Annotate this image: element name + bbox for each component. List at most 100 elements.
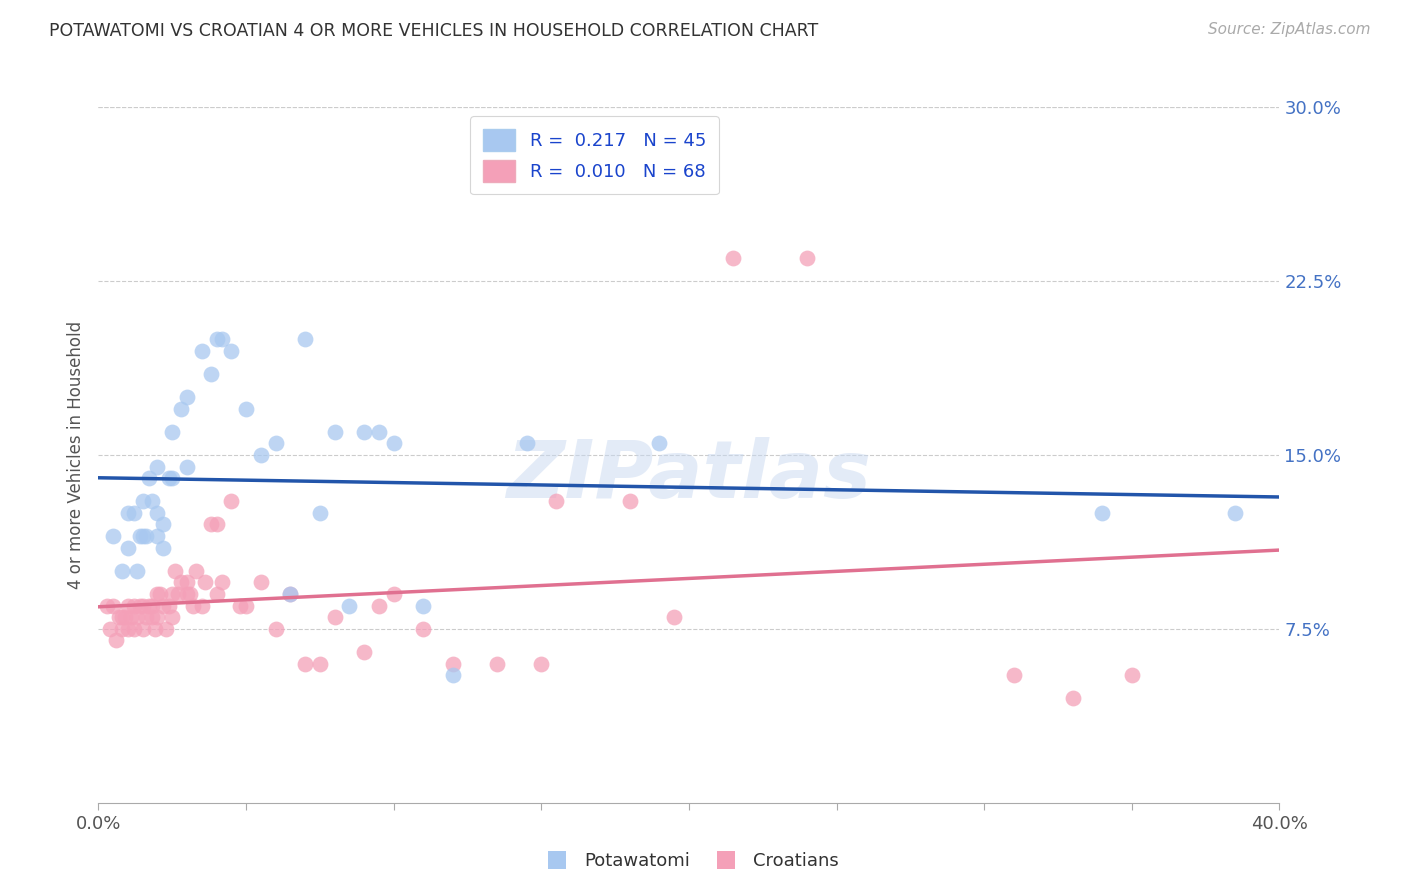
Point <box>382 436 405 450</box>
Point <box>132 529 155 543</box>
Point <box>149 587 172 601</box>
Point <box>382 587 405 601</box>
Point <box>278 587 302 601</box>
Point <box>264 622 287 636</box>
Text: ZIPatlas: ZIPatlas <box>506 437 872 515</box>
Point <box>515 436 537 450</box>
Point <box>176 575 198 590</box>
Point <box>309 506 332 520</box>
Point <box>125 564 148 578</box>
Point <box>546 494 568 508</box>
Point <box>179 587 201 601</box>
Point <box>278 587 302 601</box>
Point <box>141 494 163 508</box>
Point <box>146 459 169 474</box>
Point <box>122 622 145 636</box>
Point <box>191 343 214 358</box>
Point <box>117 506 139 520</box>
Point <box>353 425 375 439</box>
Point <box>264 436 287 450</box>
Point <box>250 575 273 590</box>
Point <box>294 657 316 671</box>
Point <box>205 587 228 601</box>
Point <box>157 599 180 613</box>
Point <box>648 436 671 450</box>
Point <box>141 599 163 613</box>
Point <box>1091 506 1114 520</box>
Point <box>368 599 391 613</box>
Text: POTAWATOMI VS CROATIAN 4 OR MORE VEHICLES IN HOUSEHOLD CORRELATION CHART: POTAWATOMI VS CROATIAN 4 OR MORE VEHICLE… <box>49 22 818 40</box>
Point <box>105 633 128 648</box>
Point <box>146 610 169 624</box>
Y-axis label: 4 or more Vehicles in Household: 4 or more Vehicles in Household <box>66 321 84 589</box>
Point <box>219 343 242 358</box>
Point <box>486 657 509 671</box>
Point <box>120 610 142 624</box>
Point <box>250 448 273 462</box>
Point <box>114 610 136 624</box>
Point <box>441 668 464 682</box>
Point <box>138 599 160 613</box>
Point <box>176 390 198 404</box>
Point <box>135 610 157 624</box>
Point <box>103 599 125 613</box>
Point <box>165 564 187 578</box>
Point <box>96 599 118 613</box>
Point <box>339 599 360 613</box>
Point <box>135 529 157 543</box>
Point <box>184 564 207 578</box>
Point <box>167 587 190 601</box>
Point <box>723 251 745 265</box>
Point <box>162 425 183 439</box>
Point <box>162 587 183 601</box>
Point <box>530 657 553 671</box>
Point <box>146 529 169 543</box>
Point <box>143 622 166 636</box>
Point <box>108 610 131 624</box>
Point <box>152 599 174 613</box>
Point <box>117 541 139 555</box>
Point <box>132 599 155 613</box>
Point <box>412 622 434 636</box>
Point <box>128 599 150 613</box>
Point <box>211 332 233 346</box>
Point <box>132 622 155 636</box>
Point <box>1002 668 1025 682</box>
Point <box>1223 506 1246 520</box>
Text: Source: ZipAtlas.com: Source: ZipAtlas.com <box>1208 22 1371 37</box>
Point <box>219 494 242 508</box>
Point <box>412 599 434 613</box>
Point <box>1121 668 1143 682</box>
Point <box>170 575 193 590</box>
Legend: Potawatomi, Croatians: Potawatomi, Croatians <box>531 845 846 877</box>
Point <box>155 622 177 636</box>
Point <box>1062 691 1084 706</box>
Point <box>176 587 198 601</box>
Point <box>157 471 180 485</box>
Point <box>141 610 163 624</box>
Point <box>117 599 139 613</box>
Point <box>211 575 233 590</box>
Point <box>353 645 375 659</box>
Point <box>200 517 222 532</box>
Point <box>664 610 686 624</box>
Point <box>205 517 228 532</box>
Point <box>111 564 134 578</box>
Point <box>194 575 217 590</box>
Point <box>138 471 160 485</box>
Point <box>146 506 169 520</box>
Point <box>111 622 134 636</box>
Point <box>122 599 145 613</box>
Point <box>128 529 150 543</box>
Point <box>619 494 641 508</box>
Point <box>796 251 818 265</box>
Point <box>170 401 193 416</box>
Point <box>98 622 121 636</box>
Point <box>103 529 125 543</box>
Point <box>146 587 169 601</box>
Point <box>132 494 155 508</box>
Point <box>205 332 228 346</box>
Point <box>441 657 464 671</box>
Point <box>200 367 222 381</box>
Point <box>181 599 204 613</box>
